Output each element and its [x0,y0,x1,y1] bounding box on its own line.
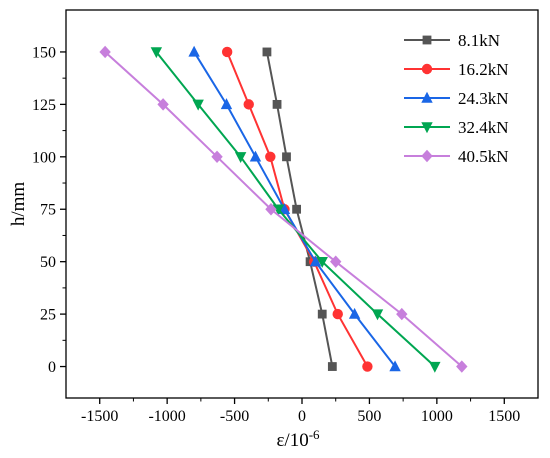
x-tick-label-5: 1000 [421,408,453,425]
point-32.4kN-150 [150,47,163,59]
point-8.1kN-0 [327,362,337,371]
legend-item-40.5kN: 40.5kN [404,147,509,166]
x-tick-label-0: -1500 [81,408,118,425]
y-axis-title: h/mm [8,182,29,227]
legend-label-40.5kN: 40.5kN [458,147,509,166]
point-40.5kN-75 [265,203,277,216]
point-16.2kN-150 [221,46,233,58]
legend-marker-32.4kN [421,122,433,134]
point-32.4kN-25 [371,309,384,321]
legend-item-32.4kN: 32.4kN [404,118,509,137]
x-tick-label-1: -1000 [148,408,185,425]
point-40.5kN-50 [330,255,342,268]
legend: 8.1kN 16.2kN 24.3kN 32.4kN 40.5kN [404,31,509,166]
series-24.3kN [188,45,401,372]
legend-marker-16.2kN [421,63,433,75]
y-tick-label-0: 0 [48,359,56,376]
y-tick-label-4: 100 [32,149,56,166]
point-16.2kN-100 [265,151,276,163]
point-40.5kN-25 [396,307,408,321]
point-32.4kN-50 [316,256,328,268]
point-24.3kN-100 [249,150,262,162]
legend-label-8.1kN: 8.1kN [458,31,500,50]
legend-item-8.1kN: 8.1kN [404,31,500,50]
point-40.5kN-150 [99,45,111,59]
point-8.1kN-100 [282,152,291,162]
x-tick-label-2: -500 [220,408,249,425]
point-8.1kN-125 [272,99,282,109]
legend-item-16.2kN: 16.2kN [404,60,509,79]
x-axis-title-exponent: -6 [309,427,320,442]
point-32.4kN-0 [429,361,441,373]
axes: -1500 -1000 -500 0 500 1000 1500 0 25 50 75 100 125 1… [32,9,539,425]
y-tick-label-3: 75 [40,202,56,219]
y-tick-label-1: 25 [40,307,56,324]
point-24.3kN-50 [309,255,322,267]
point-32.4kN-125 [192,99,204,111]
legend-marker-8.1kN [422,35,432,45]
point-24.3kN-125 [220,98,233,110]
y-tick-label-5: 125 [32,97,56,114]
point-16.2kN-0 [362,361,373,372]
point-8.1kN-25 [317,309,327,319]
legend-label-32.4kN: 32.4kN [458,118,509,137]
legend-marker-24.3kN [421,91,433,103]
x-axis-title: ε/10-6 [276,427,320,451]
point-40.5kN-0 [456,360,468,373]
point-16.2kN-25 [332,308,343,320]
y-tick-label-6: 150 [32,44,56,61]
point-8.1kN-150 [262,47,272,57]
series-40.5kN [99,45,468,373]
x-tick-label-4: 500 [357,408,381,425]
legend-label-16.2kN: 16.2kN [458,60,509,79]
series-group [99,45,468,373]
legend-label-24.3kN: 24.3kN [458,89,509,108]
x-tick-label-3: 0 [298,408,306,425]
legend-item-24.3kN: 24.3kN [404,89,509,108]
point-24.3kN-150 [188,45,200,57]
point-24.3kN-75 [278,203,291,214]
x-axis-title-base: ε/10 [276,430,308,451]
legend-marker-40.5kN [421,149,433,163]
point-16.2kN-125 [243,99,254,110]
series-32.4kN [150,47,441,373]
point-8.1kN-75 [292,204,302,214]
y-tick-label-2: 50 [40,254,56,271]
point-24.3kN-0 [389,360,401,372]
x-tick-label-6: 1500 [488,408,520,425]
point-32.4kN-100 [234,152,247,164]
point-40.5kN-125 [157,98,169,111]
point-40.5kN-100 [211,150,223,164]
point-24.3kN-25 [348,307,361,319]
point-32.4kN-75 [272,204,285,216]
